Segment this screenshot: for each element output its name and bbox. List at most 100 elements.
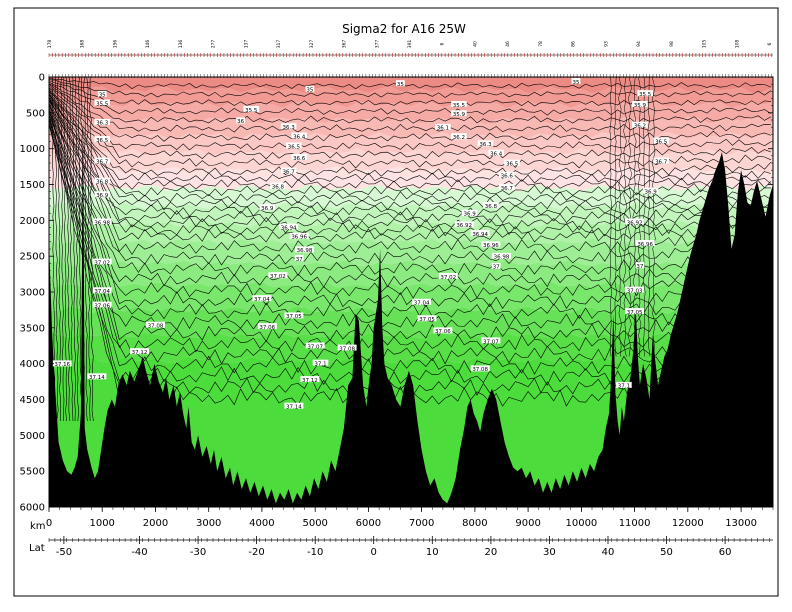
contour-label-bg <box>635 240 655 246</box>
contour-label-bg <box>625 308 645 315</box>
y-tick-label: 4500 <box>20 395 45 406</box>
contour-line <box>49 91 771 184</box>
contour-label-bg <box>52 360 72 367</box>
contour-label: 35 <box>99 93 106 99</box>
contour-label: 37.12 <box>132 350 148 356</box>
lat-tick-label: 0 <box>371 547 377 558</box>
contour-label-bg <box>270 182 286 189</box>
contour-label-bg <box>417 315 437 322</box>
contour-label-bg <box>94 157 110 164</box>
plot-area <box>49 77 773 507</box>
contour-label: 36.96 <box>483 243 499 249</box>
contour-label: 37.1 <box>314 362 326 368</box>
contour-label-bg <box>483 202 499 208</box>
contour-label: 36.7 <box>501 186 514 192</box>
contour-label: 37.06 <box>435 329 451 335</box>
station-label: 40 <box>473 41 479 47</box>
lat-tick-label: -10 <box>307 547 323 558</box>
contour-label: 36.9 <box>463 212 476 218</box>
contour-label: 36.92 <box>627 220 643 226</box>
lat-axis: -50 -40 -30 -20 -10 0 10 20 30 40 50 60 <box>48 536 773 558</box>
front-contour-line <box>74 77 80 422</box>
y-tick-label: 1500 <box>20 180 45 191</box>
front-contour-line <box>86 77 91 422</box>
contour-label: 37.05 <box>627 310 643 316</box>
contour-label-bg <box>571 78 581 84</box>
contour-label: 37.04 <box>94 289 110 295</box>
contour-label: 37.06 <box>259 325 275 331</box>
x-tick-label: 0 <box>46 518 52 529</box>
contour-line <box>49 97 772 224</box>
contour-label: 36.98 <box>494 255 510 261</box>
contour-label: 35.5 <box>453 103 466 109</box>
contour-label-bg <box>451 133 467 140</box>
contour-label: 37.03 <box>627 288 643 294</box>
contour-label-bg <box>295 246 314 253</box>
contour-label: 36.2 <box>634 124 646 130</box>
contour-label-bg <box>491 262 501 269</box>
density-band <box>49 280 773 314</box>
contour-label-bg <box>268 272 288 279</box>
contour-label: 37 <box>636 264 643 270</box>
x-tick-label: 11000 <box>619 518 651 529</box>
contour-label: 36.96 <box>637 242 653 248</box>
contour-label-bg <box>284 402 304 409</box>
station-label: 46 <box>505 41 511 47</box>
y-tick-label: 3000 <box>20 288 45 299</box>
x-tick-label: 2000 <box>143 518 168 529</box>
contour-label-bg <box>451 110 467 117</box>
seafloor-bathymetry <box>49 112 773 507</box>
contour-label-bg <box>87 373 107 380</box>
contour-label: 35.9 <box>453 112 466 118</box>
station-label: 156 <box>113 40 119 49</box>
density-band <box>49 132 773 156</box>
contour-label-bg <box>286 142 302 149</box>
contour-line <box>49 91 772 178</box>
contour-label-bg <box>435 123 451 130</box>
contour-label-bg <box>92 218 112 225</box>
x-tick-label: 3000 <box>196 518 221 529</box>
x-tick-label: 5000 <box>302 518 327 529</box>
contour-label-bg <box>438 273 458 279</box>
contour-label-bg <box>92 301 112 308</box>
station-label: 108 <box>734 40 740 49</box>
y-tick-label: 2500 <box>20 252 45 263</box>
station-label: 377 <box>374 40 380 49</box>
lat-tick-label: -40 <box>131 547 147 558</box>
contour-label: 36.96 <box>291 235 307 241</box>
contour-label: 36.9 <box>644 190 657 196</box>
y-axis: 0 500 1000 1500 2000 2500 3000 3500 4000 4500 5000… <box>20 73 773 514</box>
lat-tick-label: 30 <box>543 547 556 558</box>
north-contour-line <box>647 77 651 357</box>
contour-label: 37.05 <box>419 317 435 323</box>
contour-label-bg <box>236 117 245 124</box>
y-tick-label: 3500 <box>20 323 45 334</box>
lat-tick-label: -30 <box>190 547 206 558</box>
contour-line <box>49 119 772 375</box>
contour-line <box>49 89 772 169</box>
contour-line <box>49 109 771 309</box>
contour-label-bg <box>279 223 299 230</box>
contour-label: 35 <box>397 82 404 88</box>
contour-label: 35.5 <box>639 92 652 98</box>
contour-label: 35.5 <box>96 101 109 107</box>
lat-tick-label: -20 <box>248 547 264 558</box>
station-label: 367 <box>342 40 348 49</box>
contour-line <box>49 114 772 331</box>
station-label: 277 <box>211 40 217 49</box>
contour-label-bg <box>92 258 112 265</box>
contour-label: 37.04 <box>254 297 270 303</box>
contour-line <box>49 80 771 107</box>
contour-label: 36.5 <box>288 144 301 150</box>
station-label: 327 <box>309 40 315 49</box>
contour-label: 37 <box>493 265 500 271</box>
contour-line <box>49 114 772 342</box>
contour-label-bg <box>451 101 467 107</box>
x-tick-label: 13000 <box>725 518 757 529</box>
contour-label-bg <box>625 286 645 293</box>
contour-label-bg <box>499 171 515 178</box>
contour-line <box>49 81 772 116</box>
lat-tick-label: 40 <box>602 547 615 558</box>
contour-label-bg <box>632 101 648 107</box>
contour-label-bg <box>97 90 107 97</box>
